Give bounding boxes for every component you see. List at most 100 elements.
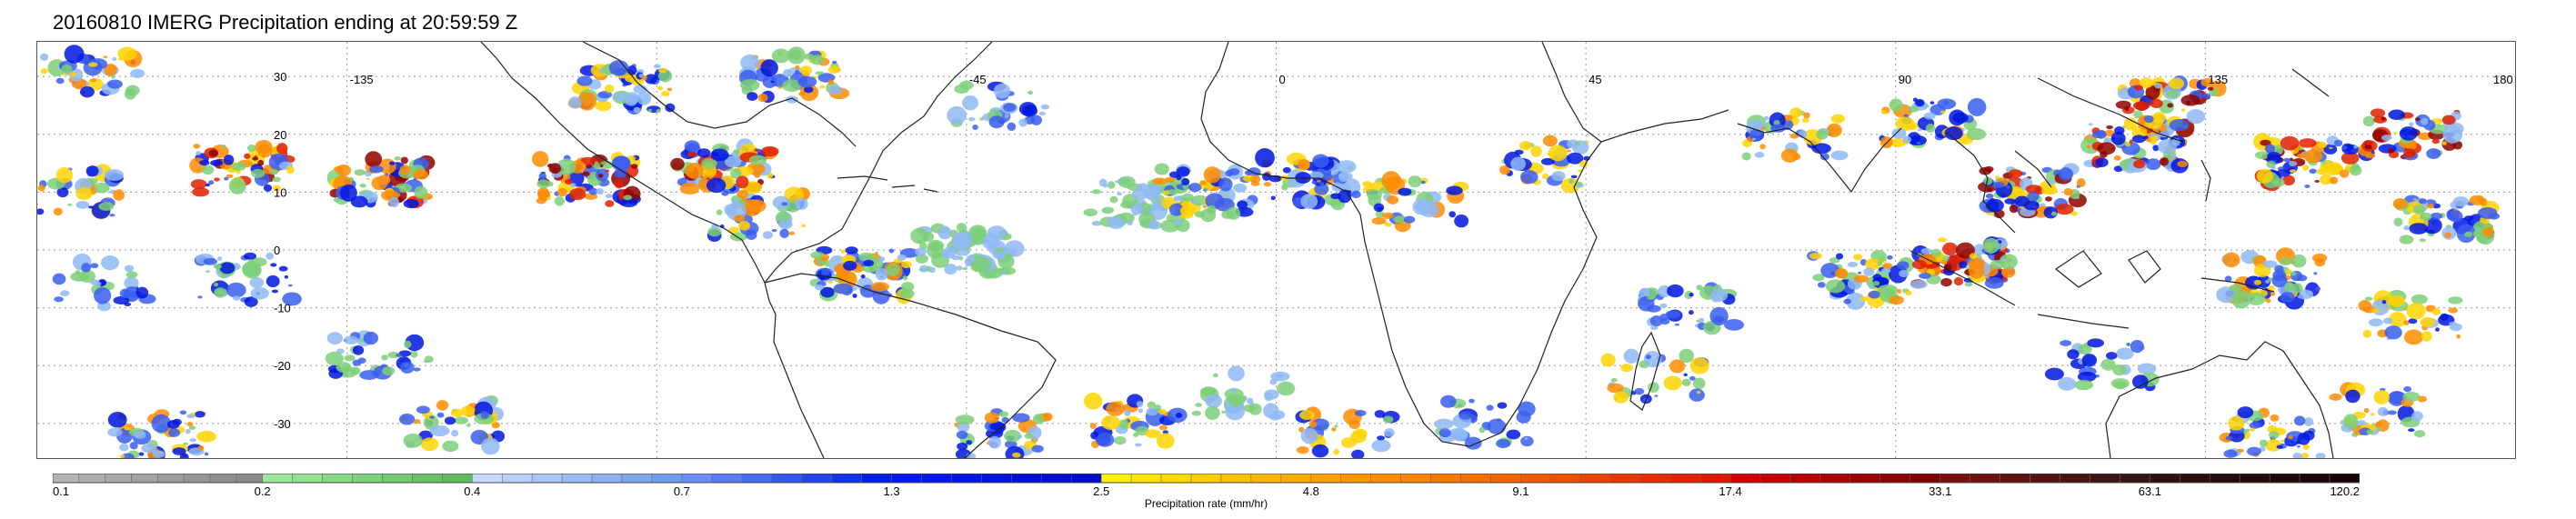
- precipitation-cell: [2159, 157, 2170, 166]
- precipitation-cell: [1228, 365, 1245, 382]
- precipitation-cell: [124, 264, 135, 273]
- precipitation-cell: [90, 279, 100, 285]
- precipitation-cell: [1944, 126, 1963, 141]
- precipitation-cell: [1925, 124, 1936, 134]
- precipitation-cell: [90, 263, 99, 269]
- precipitation-cell: [40, 68, 48, 75]
- precipitation-cell: [1040, 104, 1050, 110]
- precipitation-cell: [2116, 347, 2134, 360]
- precipitation-cell: [2421, 331, 2432, 342]
- precipitation-map: -135 -45 0 45 90 135 180 30 20 10 0 -10 -20 -30: [36, 41, 2516, 459]
- precipitation-cell: [1352, 428, 1368, 438]
- precipitation-cell: [1520, 435, 1534, 447]
- precipitation-cell: [1205, 405, 1220, 420]
- precipitation-cell: [1880, 109, 1888, 115]
- colorbar-cell: [1940, 474, 1970, 484]
- precipitation-cell: [1012, 413, 1030, 423]
- precipitation-cell: [336, 164, 352, 176]
- precipitation-cell: [1179, 205, 1195, 216]
- precipitation-cell: [1966, 127, 1987, 141]
- precipitation-cell: [461, 405, 476, 417]
- precipitation-cell: [420, 437, 439, 452]
- precipitation-cell: [284, 274, 288, 279]
- precipitation-cell: [2271, 274, 2288, 288]
- precipitation-cell: [231, 162, 246, 171]
- precipitation-cell: [2289, 169, 2297, 174]
- colorbar-cell: [801, 474, 832, 484]
- precipitation-cell: [276, 143, 288, 155]
- precipitation-cell: [244, 153, 251, 159]
- precipitation-cell: [1101, 206, 1115, 215]
- precipitation-cell: [185, 428, 191, 434]
- precipitation-cell: [1204, 187, 1209, 191]
- precipitation-cell: [98, 202, 115, 211]
- precipitation-cell: [2063, 188, 2073, 196]
- precipitation-cell: [113, 189, 125, 201]
- precipitation-cell: [1541, 173, 1549, 180]
- precipitation-cell: [1985, 198, 2004, 213]
- precipitation-cell: [2442, 125, 2463, 144]
- precipitation-cell: [747, 92, 758, 102]
- precipitation-cell: [55, 167, 74, 184]
- precipitation-cell: [1017, 434, 1023, 439]
- colorbar-tick-label: 9.1: [1512, 484, 1529, 498]
- precipitation-cell: [1314, 183, 1329, 195]
- precipitation-cell: [1393, 215, 1408, 224]
- colorbar-cell: [711, 474, 743, 484]
- precipitation-cell: [286, 166, 295, 175]
- precipitation-cell: [697, 148, 711, 158]
- precipitation-cell: [795, 197, 808, 210]
- precipitation-cell: [1434, 418, 1454, 430]
- precipitation-cell: [2150, 135, 2159, 141]
- precipitation-cell: [232, 295, 241, 301]
- precipitation-cell: [2253, 279, 2262, 285]
- precipitation-cell: [151, 414, 171, 434]
- precipitation-cell: [1896, 288, 1902, 294]
- precipitation-cell: [1647, 294, 1655, 300]
- precipitation-cell: [2091, 130, 2107, 139]
- precipitation-cell: [1333, 448, 1339, 455]
- precipitation-cell: [1623, 348, 1639, 364]
- precipitation-cell: [1207, 205, 1217, 215]
- precipitation-cell: [2363, 407, 2370, 414]
- precipitation-cell: [2296, 153, 2306, 159]
- precipitation-cell: [576, 75, 593, 86]
- precipitation-cell: [1577, 181, 1583, 186]
- precipitation-cell: [466, 424, 471, 427]
- precipitation-cell: [1145, 429, 1161, 439]
- precipitation-cell: [1318, 182, 1325, 187]
- precipitation-cell: [890, 266, 895, 269]
- precipitation-cell: [130, 68, 145, 78]
- precipitation-cell: [424, 355, 434, 364]
- precipitation-cell: [359, 370, 379, 380]
- precipitation-cell: [977, 256, 986, 262]
- precipitation-cell: [1540, 157, 1555, 165]
- precipitation-cell: [2276, 444, 2283, 449]
- precipitation-cell: [1889, 138, 1907, 147]
- precipitation-cell: [399, 165, 412, 175]
- precipitation-cell: [2304, 185, 2310, 188]
- precipitation-cell: [2133, 159, 2146, 169]
- precipitation-cell: [189, 438, 197, 443]
- precipitation-cell: [1124, 409, 1131, 416]
- precipitation-cell: [2378, 144, 2397, 154]
- precipitation-cell: [1181, 177, 1190, 185]
- precipitation-cell: [2293, 415, 2306, 426]
- precipitation-cell: [1574, 142, 1580, 146]
- precipitation-cell: [2113, 155, 2121, 161]
- precipitation-cell: [1486, 404, 1494, 411]
- precipitation-cell: [536, 197, 546, 205]
- precipitation-cell: [556, 158, 576, 175]
- precipitation-cell: [1438, 428, 1451, 438]
- precipitation-cell: [2229, 284, 2242, 293]
- precipitation-cell: [2393, 132, 2398, 135]
- precipitation-cell: [2364, 153, 2376, 159]
- precipitation-cell: [2307, 291, 2313, 294]
- precipitation-cell: [113, 295, 130, 304]
- precipitation-cell: [569, 188, 586, 201]
- precipitation-cell: [119, 288, 131, 299]
- precipitation-cell: [1109, 195, 1118, 204]
- precipitation-cell: [915, 247, 927, 256]
- precipitation-cell: [1825, 279, 1846, 294]
- precipitation-cell: [1263, 403, 1279, 419]
